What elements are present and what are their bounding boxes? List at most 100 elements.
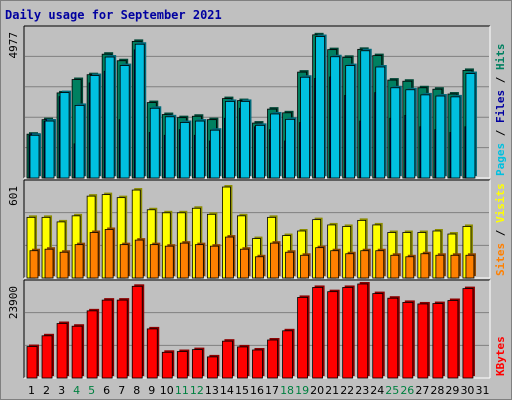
bar-pages — [315, 36, 326, 179]
bar-sites — [270, 242, 279, 279]
bar-sites — [240, 248, 249, 279]
bar-pages — [330, 56, 341, 179]
bar-kbytes — [41, 335, 53, 379]
bar-sites — [420, 253, 430, 279]
legend-item-hits: Hits — [494, 44, 507, 71]
day-label: 26 — [400, 384, 414, 397]
day-label: 7 — [118, 384, 125, 397]
bar-pages — [345, 65, 356, 179]
bar-sites — [465, 254, 475, 279]
bar-kbytes — [417, 303, 429, 379]
bar-pages — [194, 120, 205, 179]
bar-sites — [450, 254, 460, 279]
bar-kbytes — [447, 300, 459, 379]
bar-kbytes — [86, 310, 98, 379]
bar-kbytes — [56, 323, 68, 379]
bar-kbytes — [131, 285, 143, 379]
bar-pages — [255, 124, 265, 179]
day-label: 15 — [235, 384, 249, 397]
bar-pages — [465, 73, 476, 179]
bar-sites — [300, 254, 309, 279]
day-label: 24 — [370, 384, 384, 397]
bar-sites — [179, 242, 189, 279]
day-label: 3 — [58, 384, 65, 397]
day-label: 2 — [43, 384, 50, 397]
bar-sites — [194, 244, 204, 279]
legend-item-kbytes: KBytes — [494, 336, 507, 376]
day-label: 13 — [205, 384, 219, 397]
legend-item-pages: Pages — [494, 143, 507, 176]
bar-kbytes — [101, 299, 113, 379]
day-label: 23 — [355, 384, 369, 397]
bar-pages — [149, 107, 160, 179]
y-max-label-kbytes: 23900 — [7, 286, 20, 319]
day-label: 8 — [133, 384, 140, 397]
bar-kbytes — [387, 297, 399, 379]
bar-pages — [390, 87, 401, 179]
day-label: 14 — [220, 384, 234, 397]
day-label: 18 — [280, 384, 294, 397]
bar-kbytes — [372, 293, 384, 379]
bar-sites — [375, 250, 385, 279]
y-max-label-visits-sites: 601 — [7, 186, 20, 206]
day-label: 28 — [430, 384, 444, 397]
day-label: 27 — [415, 384, 429, 397]
bar-sites — [360, 250, 370, 279]
bar-sites — [44, 248, 54, 279]
bar-sites — [164, 245, 174, 279]
y-max-label-hits-files-pages: 4977 — [7, 32, 20, 59]
bar-sites — [330, 250, 340, 279]
bar-pages — [450, 96, 461, 179]
bar-kbytes — [327, 291, 339, 379]
day-label: 19 — [295, 384, 309, 397]
day-label: 31 — [475, 384, 489, 397]
legend-item-sites: Sites — [494, 243, 507, 276]
day-label: 5 — [88, 384, 95, 397]
bar-kbytes — [267, 339, 278, 379]
day-label: 10 — [160, 384, 174, 397]
legend-separator: / — [494, 70, 507, 90]
bar-kbytes — [146, 328, 158, 379]
legend-item-visits: Visits — [494, 183, 507, 223]
bar-pages — [225, 101, 235, 179]
bar-pages — [375, 66, 386, 179]
bar-sites — [134, 239, 144, 279]
day-label: 21 — [325, 384, 339, 397]
bar-kbytes — [222, 340, 233, 379]
chart-title: Daily usage for September 2021 — [5, 8, 222, 22]
bar-kbytes — [462, 288, 474, 379]
bar-pages — [360, 50, 371, 179]
bar-pages — [89, 75, 100, 179]
bar-sites — [89, 232, 99, 279]
bar-kbytes — [402, 302, 414, 379]
bar-pages — [209, 129, 220, 179]
bar-sites — [74, 244, 84, 279]
bar-sites — [255, 256, 264, 279]
bar-pages — [300, 76, 310, 179]
bar-kbytes — [26, 346, 38, 379]
bar-sites — [104, 229, 114, 279]
day-label: 11 — [175, 384, 189, 397]
bar-pages — [270, 113, 280, 179]
legend-visits-sites: Sites / Visits — [494, 183, 507, 276]
legend-hits-files-pages: Pages / Files / Hits — [494, 44, 507, 177]
bar-kbytes — [71, 325, 83, 379]
legend-separator: / — [494, 123, 507, 143]
bar-pages — [44, 120, 55, 179]
bar-sites — [225, 236, 234, 279]
bar-kbytes — [161, 351, 173, 379]
bar-kbytes — [191, 349, 203, 379]
bar-kbytes — [357, 283, 369, 379]
bar-pages — [285, 118, 295, 179]
bar-pages — [420, 94, 431, 179]
bar-sites — [390, 254, 400, 279]
bar-sites — [435, 254, 445, 279]
bar-kbytes — [282, 330, 293, 379]
bar-kbytes — [252, 349, 263, 379]
day-label: 17 — [265, 384, 279, 397]
bar-kbytes — [297, 297, 308, 379]
bar-sites — [315, 247, 325, 279]
bar-pages — [179, 122, 190, 179]
bar-pages — [240, 101, 250, 179]
